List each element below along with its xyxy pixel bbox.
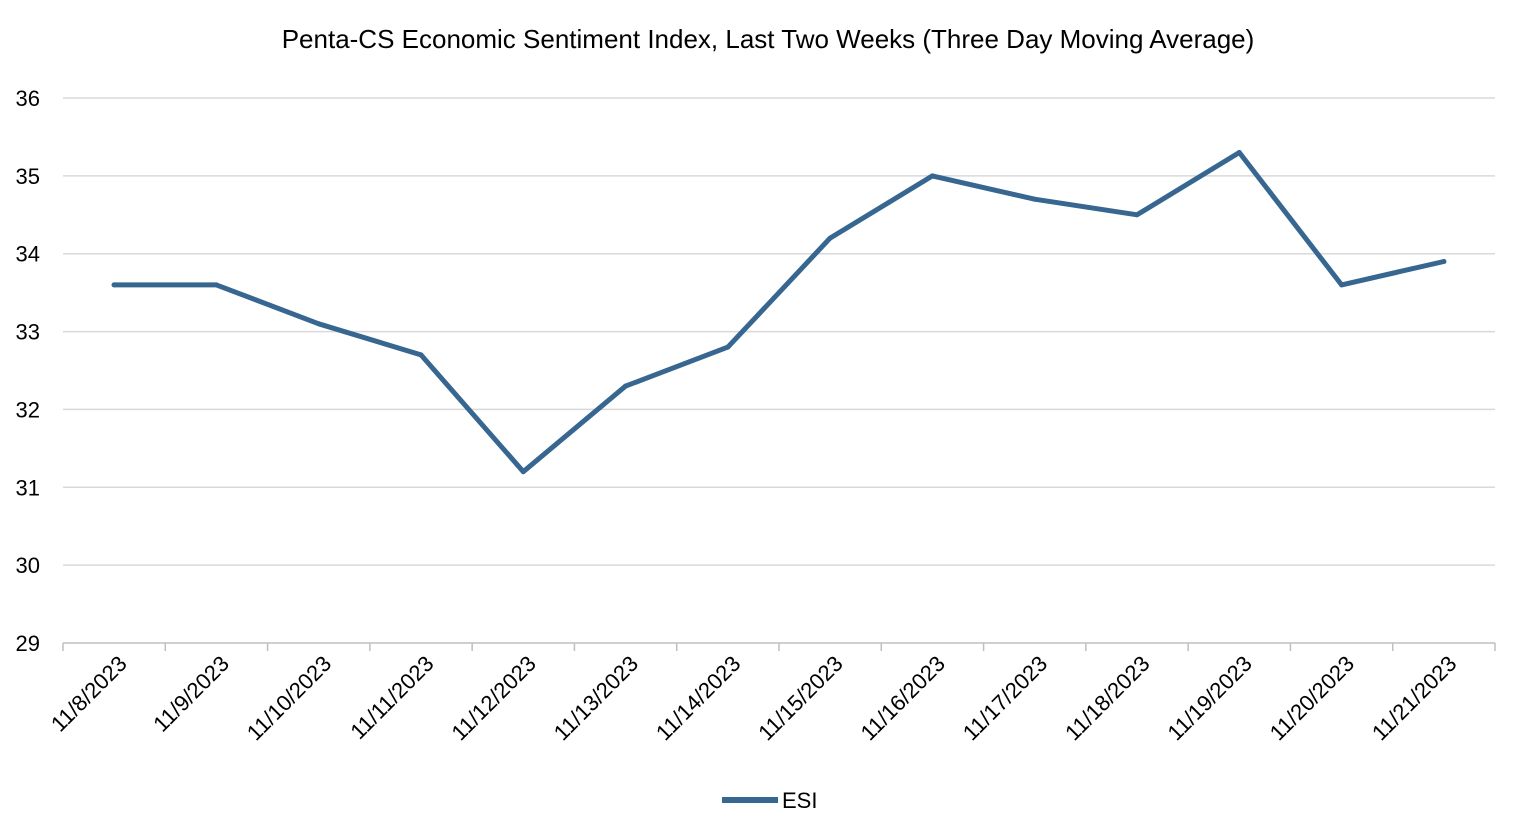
y-tick-label: 34 [16, 242, 40, 267]
x-tick-label: 11/19/2023 [1162, 651, 1256, 745]
data-point [213, 282, 219, 288]
data-point [1441, 259, 1447, 264]
x-tick-label: 11/16/2023 [856, 651, 950, 745]
chart-title: Penta-CS Economic Sentiment Index, Last … [282, 24, 1255, 54]
x-tick-label: 11/10/2023 [242, 651, 336, 745]
gridlines [63, 97, 1495, 566]
y-tick-label: 33 [16, 320, 40, 345]
x-tick-label: 11/9/2023 [148, 651, 234, 737]
x-tick-label: 11/8/2023 [46, 651, 132, 737]
x-tick-label: 11/20/2023 [1265, 651, 1359, 745]
legend: ESI [722, 788, 817, 813]
x-tick-label: 11/14/2023 [651, 651, 745, 745]
y-tick-label: 30 [16, 553, 40, 578]
data-point [1032, 196, 1038, 202]
y-tick-label: 31 [16, 475, 40, 500]
data-point [418, 352, 424, 358]
data-point [929, 173, 935, 179]
x-tick-label: 11/12/2023 [446, 651, 540, 745]
data-point [827, 235, 833, 241]
data-point [1236, 150, 1242, 155]
x-tick-label: 11/15/2023 [753, 651, 847, 745]
x-axis: 11/8/2023 11/9/2023 11/10/2023 11/11/2023 11… [46, 642, 1496, 745]
series-line-esi [111, 150, 1447, 475]
x-tick-label: 11/13/2023 [549, 651, 643, 745]
y-axis-ticks: 29 30 31 32 33 34 35 36 [16, 86, 40, 656]
data-point [316, 321, 322, 327]
data-point [1134, 212, 1140, 218]
data-point [111, 282, 117, 288]
y-tick-label: 29 [16, 631, 40, 656]
data-point [725, 344, 731, 350]
series-group [111, 150, 1447, 475]
y-tick-label: 32 [16, 397, 40, 422]
x-tick-label: 11/18/2023 [1060, 651, 1154, 745]
data-point [520, 469, 526, 475]
data-point [623, 383, 629, 389]
y-tick-label: 35 [16, 164, 40, 189]
x-tick-label: 11/17/2023 [958, 651, 1052, 745]
y-tick-label: 36 [16, 86, 40, 111]
x-tick-label: 11/21/2023 [1367, 651, 1461, 745]
x-tick-label: 11/11/2023 [345, 651, 438, 744]
data-point [1339, 282, 1345, 288]
legend-label-esi: ESI [782, 788, 817, 813]
